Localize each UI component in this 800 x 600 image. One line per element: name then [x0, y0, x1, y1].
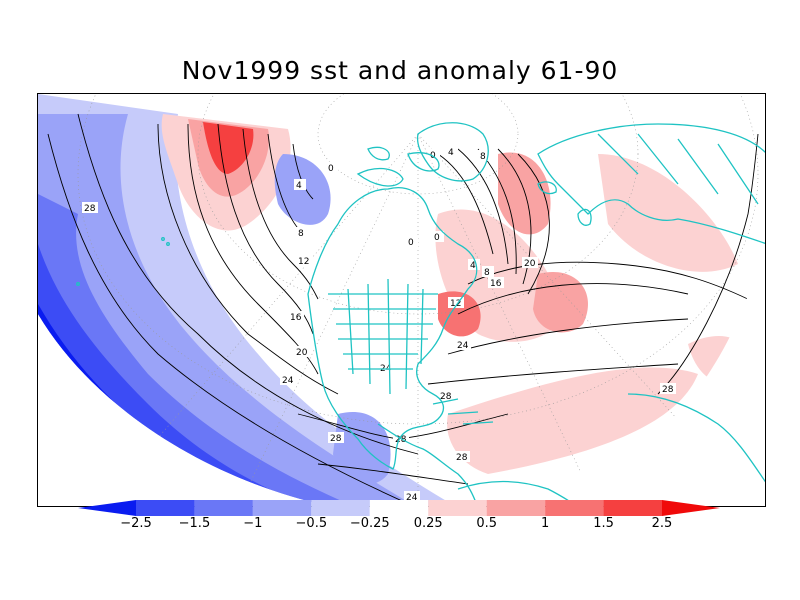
- contour-label: 0: [408, 238, 414, 248]
- colorbar-tick-label: −0.25: [349, 516, 390, 531]
- africa-coast: [627, 393, 765, 483]
- colorbar-swatch: [603, 500, 662, 516]
- contour-label: 24: [406, 493, 418, 503]
- colorbar-arrow-right: [662, 500, 720, 516]
- contour-label: 8: [480, 152, 486, 162]
- colorbar-tick-label: −2.5: [120, 516, 152, 531]
- sst-anomaly-map: 28 24 20 16 12 8 4 0 0 0 4 8 12 16 20 24…: [38, 94, 765, 506]
- contour-label: 12: [298, 257, 309, 267]
- contour-label: 16: [490, 279, 502, 289]
- colorbar-tick-label: −1.5: [178, 516, 211, 531]
- colorbar-tick-label: 0.5: [476, 516, 497, 531]
- contour-label: 28: [456, 453, 468, 463]
- contour-labels: 28 24 20 16 12 8 4 0 0 0 4 8 12 16 20 24…: [82, 146, 676, 503]
- contour-label: 0: [328, 164, 334, 174]
- contour-label: 8: [484, 268, 490, 278]
- contour-label: 12: [450, 299, 461, 309]
- contour-label: 8: [298, 229, 304, 239]
- map-title: Nov1999 sst and anomaly 61-90: [181, 56, 619, 85]
- north-america-coast: [307, 187, 478, 470]
- europe-coast: [537, 123, 765, 245]
- colorbar: [78, 500, 720, 516]
- colorbar-swatch: [486, 500, 546, 516]
- contour-label: 28: [662, 385, 674, 395]
- contour-label: 16: [290, 313, 302, 323]
- colorbar-swatch: [136, 500, 195, 516]
- colorbar-swatch: [545, 500, 604, 516]
- contour-label: 0: [434, 233, 440, 243]
- contour-label: 4: [448, 148, 454, 158]
- contour-label: 4: [470, 261, 476, 271]
- anomaly-north-pacific-warm-3: [203, 122, 254, 174]
- coastlines: [76, 122, 765, 506]
- colorbar-swatch: [311, 500, 370, 516]
- colorbar-tick-label: 1.5: [593, 516, 614, 531]
- central-america-coast: [377, 423, 478, 506]
- contour-label: 20: [524, 259, 536, 269]
- map-panel: 28 24 20 16 12 8 4 0 0 0 4 8 12 16 20 24…: [37, 93, 766, 507]
- colorbar-swatch: [194, 500, 253, 516]
- iceland-coast: [537, 181, 557, 195]
- anomaly-east-pacific-cool: [333, 412, 391, 485]
- contour-label: 28: [395, 435, 407, 445]
- colorbar-arrow-left: [78, 500, 136, 516]
- anomaly-east-atlantic-warm: [598, 154, 738, 272]
- contour-label: 28: [330, 434, 342, 444]
- colorbar-tick-label: 2.5: [651, 516, 673, 531]
- colorbar-swatch: [369, 500, 429, 516]
- contour-label: 24: [282, 376, 294, 386]
- colorbar-swatch: [252, 500, 312, 516]
- greenland-coast: [416, 122, 489, 182]
- colorbar-swatch: [428, 500, 487, 516]
- contour-label: 4: [296, 181, 302, 191]
- colorbar-tick-label: −1: [243, 516, 263, 531]
- colorbar-tick-label: 0.25: [413, 516, 443, 531]
- graticule: [38, 94, 765, 506]
- uk-coast: [577, 208, 592, 226]
- contour-label: 28: [440, 392, 452, 402]
- contour-label: 28: [84, 204, 96, 214]
- contour-label: 24: [457, 341, 469, 351]
- contour-label: 20: [296, 348, 308, 358]
- colorbar-tick-label: −0.5: [295, 516, 328, 531]
- colorbar-tick-label: 1: [540, 516, 550, 531]
